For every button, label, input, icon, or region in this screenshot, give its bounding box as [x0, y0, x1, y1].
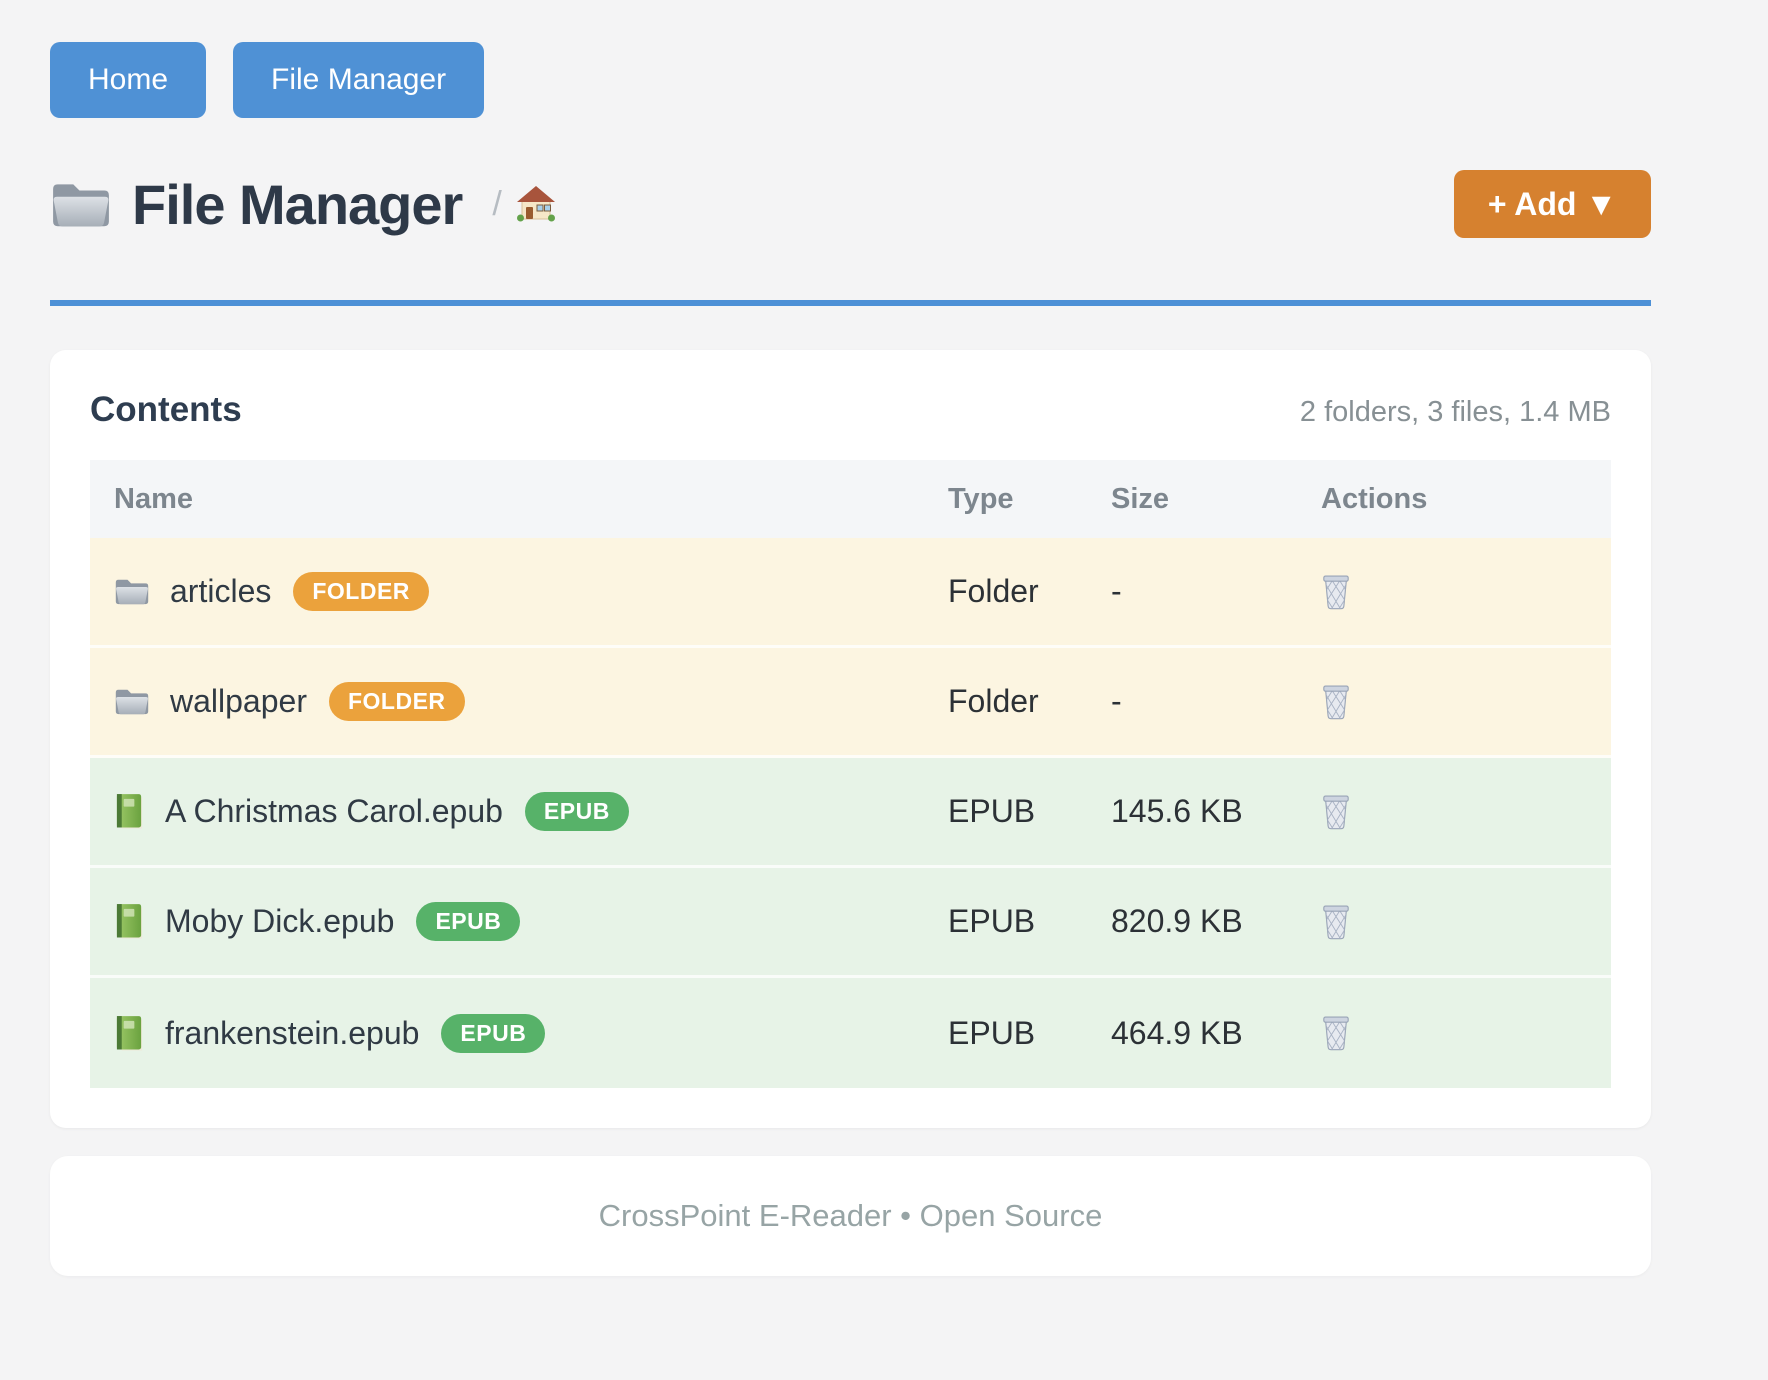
footer-text: CrossPoint E-Reader • Open Source [598, 1198, 1103, 1233]
delete-button[interactable] [1321, 1014, 1351, 1052]
column-header-size: Size [1111, 482, 1170, 515]
green-book-icon [114, 793, 145, 830]
file-table: Name Type Size Actions articles FOLDER F… [90, 460, 1611, 1088]
trash-icon [1321, 903, 1351, 941]
item-type: EPUB [948, 1014, 1036, 1051]
file-row: Moby Dick.epub EPUB EPUB 820.9 KB [90, 868, 1611, 978]
table-header-row: Name Type Size Actions [90, 460, 1611, 538]
file-row: A Christmas Carol.epub EPUB EPUB 145.6 K… [90, 758, 1611, 868]
column-header-type: Type [948, 482, 1014, 515]
top-nav: Home File Manager [50, 0, 1651, 118]
footer: CrossPoint E-Reader • Open Source [50, 1156, 1651, 1276]
item-size: 820.9 KB [1111, 903, 1243, 939]
item-type: EPUB [948, 903, 1036, 939]
item-name-link[interactable]: Moby Dick.epub [165, 903, 395, 939]
folder-icon [114, 686, 150, 717]
folder-icon [50, 178, 112, 231]
column-header-name: Name [114, 482, 193, 515]
trash-icon [1321, 683, 1351, 721]
contents-summary: 2 folders, 3 files, 1.4 MB [1299, 396, 1611, 428]
delete-button[interactable] [1321, 903, 1351, 941]
item-size: 464.9 KB [1111, 1014, 1243, 1051]
delete-button[interactable] [1321, 573, 1351, 611]
contents-card: Contents 2 folders, 3 files, 1.4 MB Name… [50, 350, 1651, 1128]
column-header-actions: Actions [1321, 482, 1428, 515]
epub-badge: EPUB [524, 792, 629, 831]
trash-icon [1321, 793, 1351, 831]
folder-row: wallpaper FOLDER Folder - [90, 648, 1611, 758]
file-manager-button[interactable]: File Manager [233, 42, 485, 118]
epub-badge: EPUB [416, 902, 521, 941]
breadcrumb-separator: / [492, 184, 502, 223]
item-name-link[interactable]: wallpaper [170, 683, 307, 719]
item-name-link[interactable]: A Christmas Carol.epub [165, 793, 503, 829]
item-type: Folder [948, 573, 1039, 609]
folder-badge: FOLDER [293, 572, 429, 611]
item-size: - [1111, 573, 1122, 609]
trash-icon [1321, 1014, 1351, 1052]
item-name-link[interactable]: articles [170, 573, 272, 609]
page-title: File Manager [132, 172, 463, 236]
home-house-icon [516, 184, 556, 224]
green-book-icon [114, 903, 145, 940]
contents-heading: Contents [90, 390, 242, 429]
item-name-link[interactable]: frankenstein.epub [165, 1014, 420, 1051]
item-size: 145.6 KB [1111, 793, 1243, 829]
epub-badge: EPUB [441, 1013, 546, 1053]
green-book-icon [114, 1015, 145, 1052]
title-divider [50, 300, 1651, 306]
item-type: EPUB [948, 793, 1036, 829]
home-button[interactable]: Home [50, 42, 207, 118]
delete-button[interactable] [1321, 683, 1351, 721]
add-button[interactable]: + Add ▼ [1453, 170, 1651, 238]
file-row: frankenstein.epub EPUB EPUB 464.9 KB [90, 978, 1611, 1088]
title-row: File Manager / + Add ▼ [50, 170, 1651, 238]
trash-icon [1321, 573, 1351, 611]
folder-icon [114, 576, 150, 607]
folder-badge: FOLDER [328, 682, 465, 721]
breadcrumb-home-link[interactable] [516, 184, 556, 224]
item-size: - [1111, 683, 1122, 719]
page-container: Home File Manager File Manager / + Add ▼… [50, 0, 1651, 1276]
delete-button[interactable] [1321, 793, 1351, 831]
item-type: Folder [948, 683, 1039, 719]
folder-row: articles FOLDER Folder - [90, 538, 1611, 648]
